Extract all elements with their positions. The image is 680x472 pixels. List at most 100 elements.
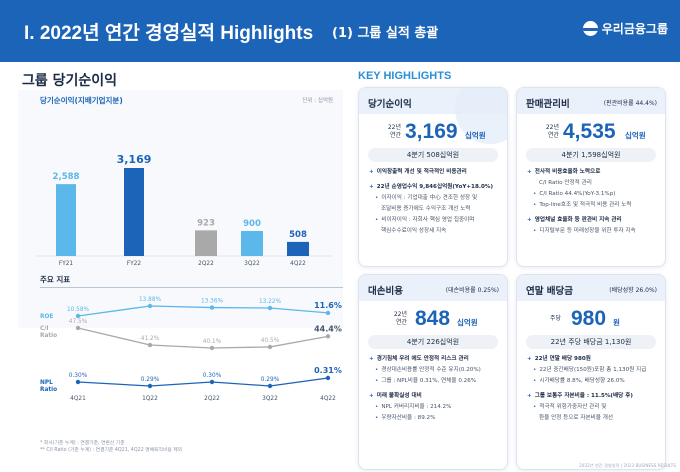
key-highlights-section: KEY HIGHLIGHTS 당기순이익 22년 연간 3,169 십억원 4분… (356, 62, 680, 472)
card-title: 판매관리비 (526, 99, 570, 110)
page-subtitle: (1) 그룹 실적 총괄 (332, 26, 439, 41)
logo-text: 우리금융그룹 (601, 22, 668, 36)
bar-value-label: 3,169 (117, 153, 152, 166)
data-point (75, 325, 81, 331)
headline-number: 4,535 (563, 120, 616, 143)
data-point (267, 383, 273, 389)
quarterly-pill: 4분기 226십억원 (368, 335, 498, 349)
key-highlights-title: KEY HIGHLIGHTS (358, 70, 452, 82)
page-title: I. 2022년 연간 경영실적 Highlights (24, 23, 314, 44)
bar-category-label: FY22 (127, 261, 142, 266)
data-point (325, 375, 331, 381)
bar-value-label: 2,588 (53, 172, 80, 182)
card-header (517, 88, 665, 114)
bar-3Q22 (241, 231, 263, 256)
value-prefix: 22년 연간 (387, 124, 401, 139)
series-label: C/I (40, 326, 49, 332)
footnote-1: * 회사(기준 누계) : 연결기준, 연환산 기준 (40, 441, 125, 446)
line-category-label: 2Q22 (204, 396, 220, 402)
bullet-item: 22년 순영업수익 9,846십억원(YoY+18.0%) (369, 183, 501, 192)
data-point (147, 303, 153, 309)
bar-category-label: 2Q22 (198, 261, 214, 266)
line-category-label: 1Q22 (142, 396, 158, 402)
data-label: 10.58% (67, 307, 90, 313)
headline-value: 22년 연간 848 십억원 (359, 305, 507, 333)
data-point (209, 345, 215, 351)
card-header (517, 275, 665, 301)
card-net-income: 당기순이익 22년 연간 3,169 십억원 4분기 508십억원 이익창출력 … (358, 87, 508, 267)
data-label: 13.36% (201, 299, 224, 305)
bar-FY21 (56, 184, 76, 256)
woori-logo-icon (582, 21, 598, 36)
quarterly-pill: 4분기 508십억원 (368, 148, 498, 162)
bullet-item: 비이자이익 : 자회사 핵심 영업 집중이며 (375, 216, 501, 225)
card-title: 연말 배당금 (526, 286, 574, 297)
bar-value-label: 923 (197, 218, 215, 228)
headline-number: 848 (415, 307, 451, 330)
bar-value-label: 508 (289, 230, 307, 240)
bullet-item: 이자이익 : 기업대출 中心 견조한 성장 및 (375, 194, 501, 203)
footnote-2: ** C/I Ratio (기준 누계) : 연결기준 4Q21, 4Q22 명… (40, 448, 183, 453)
card-title: 대손비용 (368, 286, 403, 297)
page-header: I. 2022년 연간 경영실적 Highlights (1) 그룹 실적 총괄… (0, 0, 680, 62)
headline-unit: 십억원 (465, 131, 486, 140)
headline-value: 주당 980 원 (517, 305, 665, 333)
data-point (325, 334, 331, 339)
value-prefix: 주당 (549, 315, 561, 322)
card-note: (배당성향 26.0%) (609, 287, 657, 294)
annual-dividend-pill: 22년 주당 배당금 1,130원 (526, 335, 656, 349)
data-point (325, 310, 331, 316)
net-income-section: 그룹 당기순이익 당기순이익(지배기업지분) 단위 : 십억원 2,588 FY2… (18, 62, 343, 472)
data-label: 40.5% (261, 338, 280, 344)
value-prefix: 22년 연간 (545, 124, 559, 139)
woori-logo: 우리금융그룹 (582, 20, 668, 37)
data-label: 0.31% (314, 366, 342, 375)
net-income-panel-label: 당기순이익(지배기업지분) (40, 96, 123, 105)
data-point (209, 379, 215, 385)
series-line-0 (77, 305, 329, 317)
data-point (147, 342, 153, 348)
headline-value: 22년 연간 3,169 십억원 (359, 118, 507, 146)
bar-4Q22 (287, 241, 309, 256)
bullet-item: 영업채널 효율화 등 판관비 지속 관리 (527, 216, 659, 225)
headline-number: 980 (571, 307, 607, 330)
bullet-item: 미래 불확실성 대비 (369, 392, 501, 401)
value-prefix: 22년 연간 (393, 311, 407, 326)
bar-category-label: 4Q22 (290, 261, 306, 266)
data-label: 44.4% (314, 324, 342, 333)
bullet-item: 디지털부문 등 미래성장을 위한 투자 지속 (533, 227, 659, 236)
bar-category-label: 3Q22 (244, 261, 260, 266)
data-label: 0.29% (141, 377, 160, 383)
data-point (75, 313, 81, 319)
bullet-item: 경기침체 우려 에도 안정적 리스크 관리 (369, 355, 501, 364)
headline-number: 3,169 (405, 120, 458, 143)
headline-value: 22년 연간 4,535 십억원 (517, 118, 665, 146)
data-label: 40.1% (203, 339, 222, 345)
data-point (75, 379, 81, 385)
data-label: 11.6% (314, 301, 342, 310)
series-label: Ratio (40, 387, 57, 393)
bullet-item: C/I Ratio 안정적 관리 (539, 180, 592, 186)
card-title: 당기순이익 (368, 99, 412, 110)
bullet-item: 핵심수수료이익 성장세 지속 (381, 228, 447, 234)
headline-unit: 십억원 (625, 131, 646, 140)
card-sga: 판매관리비 (판관비용률 44.4%) 22년 연간 4,535 십억원 4분기… (516, 87, 666, 267)
bullet-item: C/I Ratio 44.4%(YoY-3.1%p) (533, 190, 659, 199)
line-category-label: 4Q21 (70, 396, 86, 402)
card-note: (판관비용률 44.4%) (603, 100, 657, 107)
bullet-item: NPL 커버리지비율 : 214.2% (375, 403, 501, 412)
bullet-item: 전사적 비용효율화 노력으로 (527, 168, 659, 177)
data-label: 47.5% (69, 319, 88, 325)
key-indicators-title: 주요 지표 (40, 275, 71, 284)
bullet-item: 조달비용 증가에도 수익구조 개선 노력 (381, 206, 471, 212)
bullet-item: 시가배당률 8.8%, 배당성향 26.0% (533, 377, 659, 386)
bullet-item: 그룹 보통주 자본비율 : 11.5%(배당 후) (527, 392, 659, 401)
data-label: 41.2% (141, 336, 160, 342)
series-label: ROE (40, 314, 53, 320)
headline-unit: 십억원 (457, 318, 478, 327)
bullet-item: 환율 안정 등으로 자본비율 개선 (539, 415, 614, 421)
quarterly-pill: 4분기 1,598십억원 (526, 148, 656, 162)
key-indicators-line-chart: 10.58% 13.88% 13.36% 13.22% 11.6% ROE 47.5% 41.… (40, 297, 342, 402)
copyright-text: 2022년 연간 경영실적 | 2023 BUSINESS RESULTS (579, 463, 676, 468)
bullet-item: Top-line호조 및 적극적 비용 관리 노력 (533, 201, 659, 210)
